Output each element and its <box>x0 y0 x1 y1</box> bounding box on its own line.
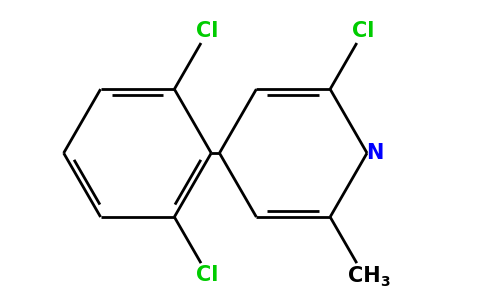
Text: Cl: Cl <box>197 22 219 41</box>
Text: CH: CH <box>348 266 380 286</box>
Text: 3: 3 <box>379 275 389 289</box>
Text: Cl: Cl <box>197 265 219 285</box>
Text: N: N <box>366 143 384 163</box>
Text: Cl: Cl <box>352 22 375 41</box>
